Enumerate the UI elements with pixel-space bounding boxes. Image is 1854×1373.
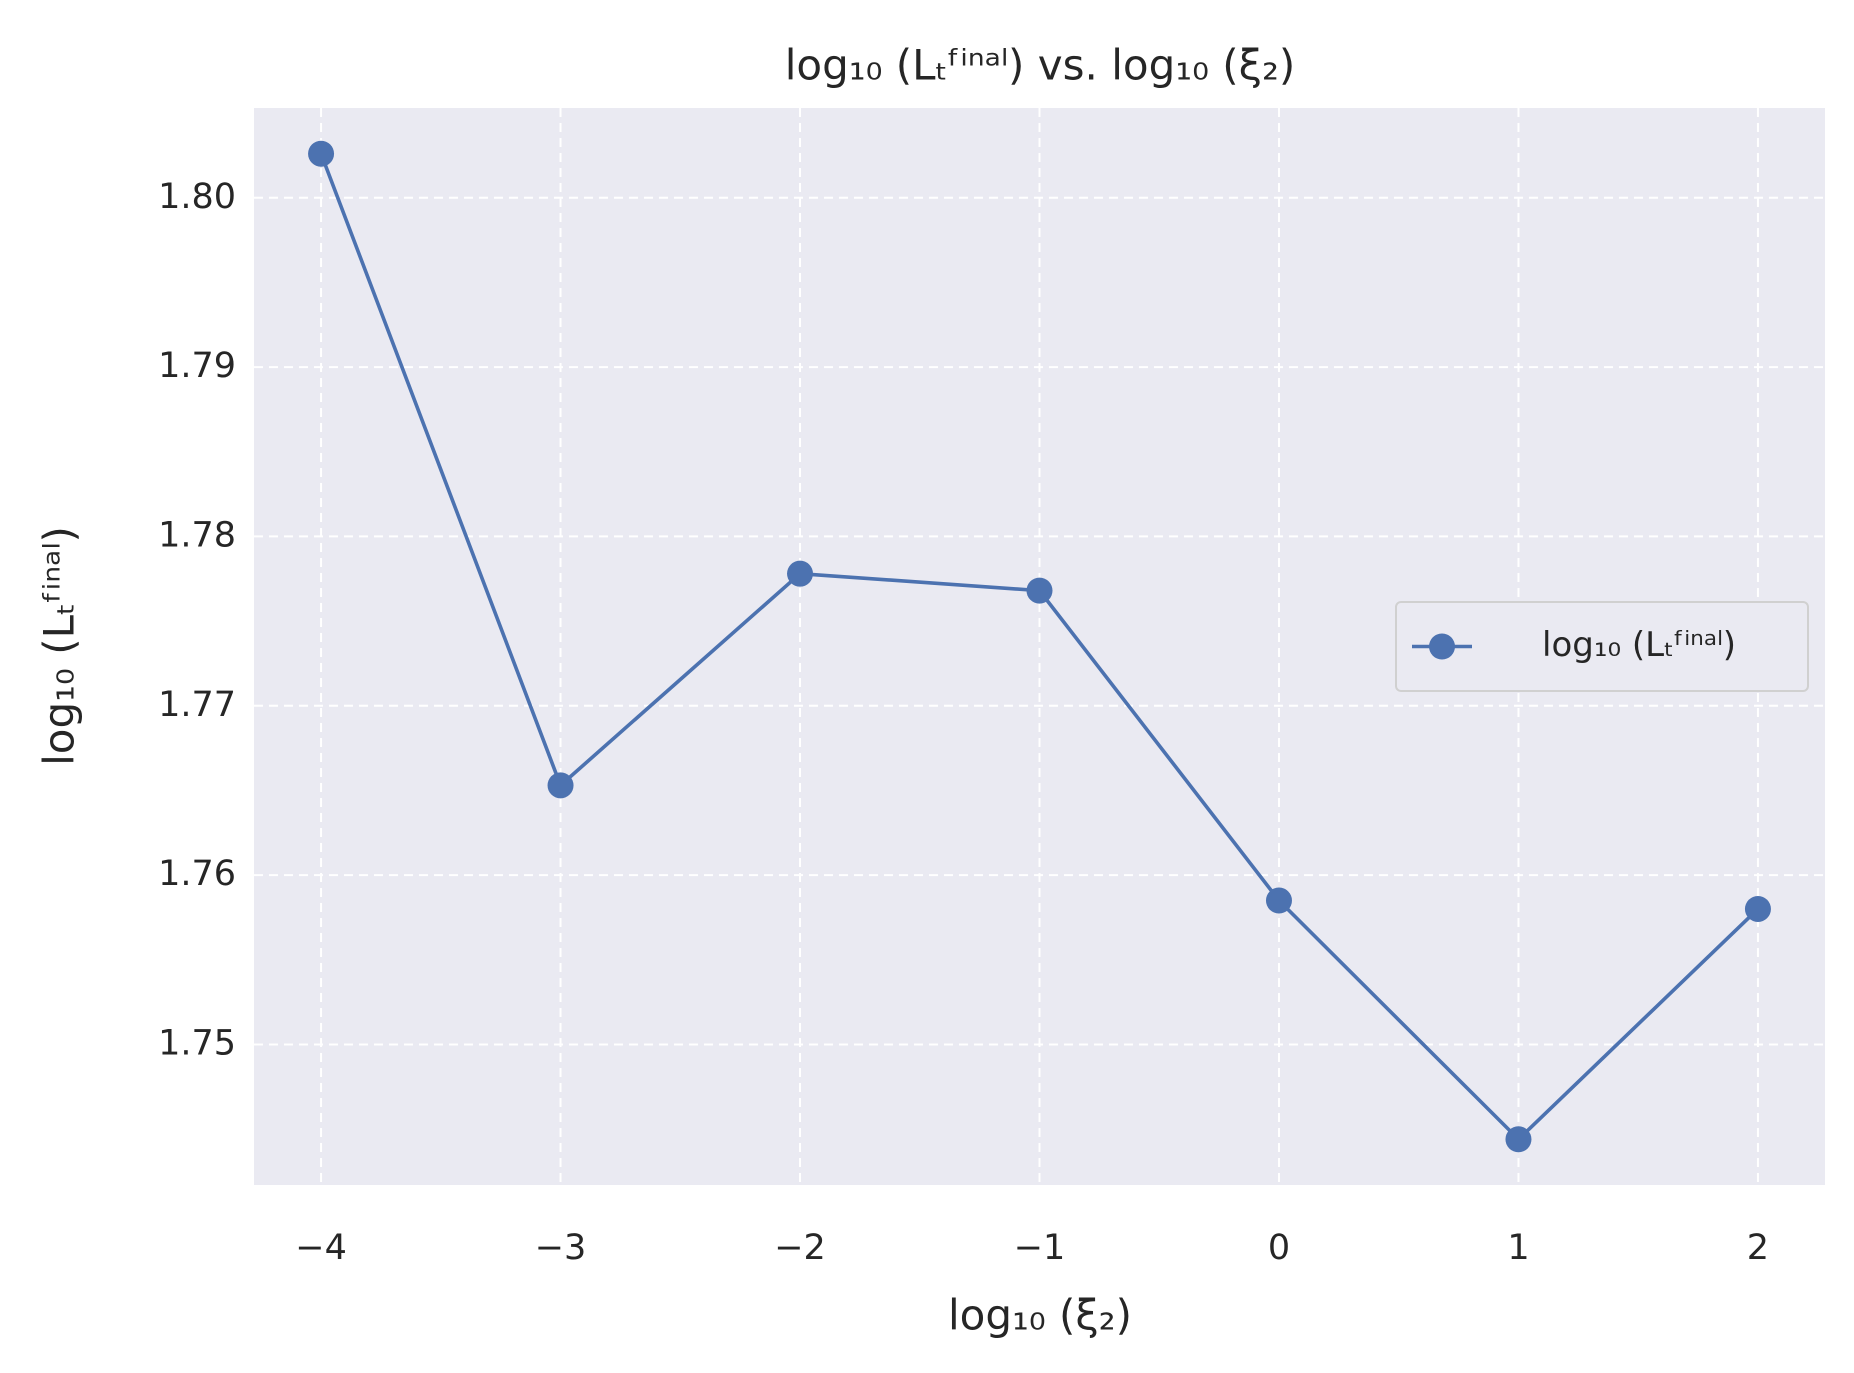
y-tick-label: 1.78 (158, 515, 236, 555)
x-tick-label: −3 (535, 1228, 587, 1268)
data-point (787, 560, 814, 587)
data-point (1026, 577, 1053, 604)
chart-title: log₁₀ (Lₜᶠⁱⁿᵃˡ) vs. log₁₀ (ξ₂) (785, 41, 1296, 90)
data-point (547, 772, 574, 799)
data-point (1505, 1126, 1532, 1153)
y-tick-label: 1.77 (158, 685, 236, 725)
x-tick-label: −4 (295, 1228, 347, 1268)
y-axis-label: log₁₀ (Lₜᶠⁱⁿᵃˡ) (35, 526, 84, 766)
y-tick-label: 1.79 (158, 346, 236, 386)
data-point (308, 140, 335, 167)
x-axis-label: log₁₀ (ξ₂) (948, 1291, 1132, 1340)
y-tick-label: 1.80 (158, 177, 236, 217)
y-tick-label: 1.75 (158, 1023, 236, 1063)
legend-box (1395, 601, 1809, 692)
y-tick-label: 1.76 (158, 854, 236, 894)
data-point (1265, 887, 1292, 914)
x-tick-label: −1 (1014, 1228, 1066, 1268)
x-tick-label: −2 (774, 1228, 826, 1268)
x-tick-label: 2 (1747, 1228, 1769, 1268)
legend-marker (1429, 633, 1455, 660)
x-tick-label: 0 (1268, 1228, 1290, 1268)
x-tick-label: 1 (1507, 1228, 1529, 1268)
data-point (1744, 895, 1771, 922)
legend-label: log₁₀ (Lₜᶠⁱⁿᵃˡ) (1542, 625, 1736, 665)
